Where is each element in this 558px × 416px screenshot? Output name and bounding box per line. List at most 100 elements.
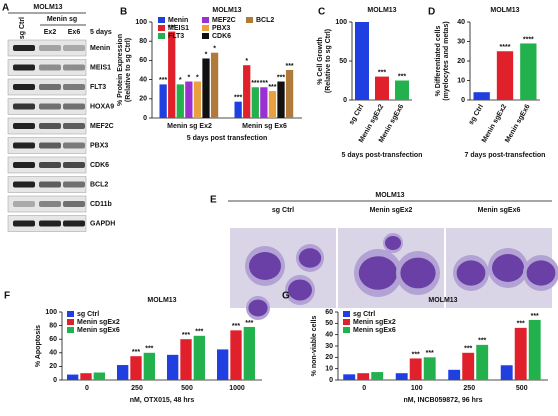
bar [514, 327, 527, 380]
bar [202, 58, 210, 118]
bar [193, 81, 202, 118]
significance: *** [268, 84, 276, 91]
bar [176, 84, 184, 118]
time-label: 5 days [90, 29, 112, 36]
y-tick-label: 0 [143, 115, 147, 122]
legend-swatch [158, 25, 165, 31]
significance: *** [378, 69, 386, 76]
significance: * [179, 77, 182, 84]
micrograph-caption: Menin sgEx2 [370, 207, 413, 214]
bar [355, 22, 369, 100]
bar [476, 344, 489, 380]
bar [448, 369, 461, 380]
y-tick-label: 0 [329, 377, 333, 384]
legend-swatch [202, 33, 209, 39]
blot-band [13, 142, 35, 149]
blot-band [39, 123, 61, 129]
x-tick-label: 1000 [229, 385, 245, 392]
bar [462, 352, 475, 380]
bar [168, 31, 176, 119]
blot-band [63, 142, 85, 149]
blot-band [63, 45, 85, 51]
protein-label: CD11b [90, 201, 112, 208]
blot-band [13, 84, 35, 90]
significance: *** [426, 350, 434, 357]
bar [185, 81, 193, 118]
lane-label: Ex2 [44, 29, 57, 36]
nucleus [526, 260, 556, 286]
bar [234, 101, 242, 118]
significance: * [213, 46, 216, 53]
y-tick-label: 100 [335, 19, 347, 26]
significance: *** [232, 323, 240, 330]
y-tick-label: 40 [325, 332, 333, 339]
legend-swatch [67, 311, 74, 317]
group-label: Menin sg [47, 16, 77, 23]
micrograph-caption: sg Ctrl [272, 207, 294, 214]
x-tick-label: 250 [131, 385, 143, 392]
x-axis-label: 7 days post-transfection [465, 152, 546, 159]
blot-band [39, 84, 61, 90]
bar [473, 92, 490, 100]
lane-label: Ex6 [68, 29, 81, 36]
bar [260, 87, 268, 118]
bar [285, 70, 294, 118]
blot-band [63, 103, 85, 110]
x-tick-label: Menin sg Ex2 [167, 123, 212, 130]
protein-label: CDK6 [90, 162, 109, 169]
significance: *** [132, 349, 140, 356]
micrograph-title: MOLM13 [375, 192, 404, 199]
blot-band [13, 45, 35, 51]
legend-label: MEF2C [212, 17, 236, 24]
legend-swatch [158, 33, 165, 39]
y-tick-label: 20 [325, 354, 333, 361]
legend-label: Menin sgEx6 [353, 327, 396, 334]
significance: *** [285, 63, 293, 70]
legend-label: sg Ctrl [77, 311, 99, 318]
legend-swatch [67, 319, 74, 325]
y-tick-label: 0 [53, 377, 57, 384]
significance: * [205, 51, 208, 58]
bar [80, 373, 92, 380]
bar [93, 372, 105, 380]
y-tick-label: 30 [457, 38, 465, 45]
panel-letter: C [318, 7, 325, 18]
blot-band [13, 181, 35, 188]
bar [375, 76, 389, 100]
y-tick-label: 10 [325, 366, 333, 373]
x-tick-label: sg Ctrl [348, 103, 365, 126]
nucleus [492, 254, 524, 282]
bar [143, 352, 155, 380]
nucleus [456, 260, 486, 286]
panel-letter: B [120, 7, 127, 18]
bar [409, 358, 422, 380]
blot-band [39, 64, 61, 71]
blot-band [39, 142, 61, 149]
y-tick-label: 60 [49, 336, 57, 343]
legend-label: sg Ctrl [353, 311, 375, 318]
bar [357, 373, 370, 380]
y-axis-label: % Differentiated cells [435, 25, 442, 96]
blot-band [63, 181, 85, 188]
x-axis-label: nM, OTX015, 48 hrs [130, 397, 195, 404]
blot-band [13, 162, 35, 168]
protein-label: FLT3 [90, 84, 106, 91]
significance: *** [245, 320, 253, 327]
chart-title: MOLM13 [428, 297, 457, 304]
significance: *** [168, 24, 176, 31]
nucleus [385, 236, 401, 250]
x-tick-label: 0 [362, 385, 366, 392]
protein-label: HOXA9 [90, 103, 114, 110]
significance: *** [412, 351, 420, 358]
legend-label: MEIS1 [168, 25, 189, 32]
nucleus [358, 256, 398, 290]
y-tick-label: 80 [139, 38, 147, 45]
panel-letter: D [428, 7, 435, 18]
bar [243, 326, 255, 380]
bar [423, 357, 436, 380]
chart-title: MOLM13 [147, 297, 176, 304]
blot-band [39, 103, 61, 110]
y-axis-label: (myelocytes and metas) [443, 21, 450, 100]
significance: *** [531, 313, 539, 320]
